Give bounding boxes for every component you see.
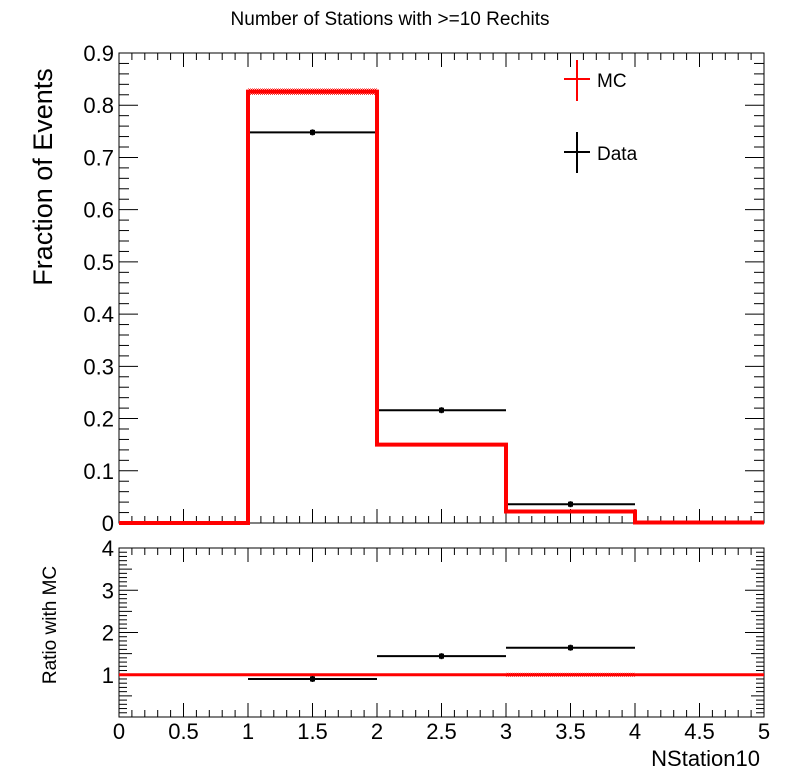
mc-histogram-line xyxy=(119,89,764,525)
x-tick-label: 4 xyxy=(629,719,641,744)
ratio-y-tick-label: 3 xyxy=(102,578,114,603)
top-y-axis-label: Fraction of Events xyxy=(28,68,58,286)
data-points xyxy=(248,129,635,508)
x-tick-label: 0.5 xyxy=(168,719,199,744)
ratio-point xyxy=(377,653,506,660)
ratio-y-tick-labels: 1 2 3 4 xyxy=(102,536,114,688)
top-y-tick-label: 0.5 xyxy=(83,250,114,275)
top-y-tick-label: 0.3 xyxy=(83,354,114,379)
x-tick-label: 5 xyxy=(758,719,770,744)
data-point xyxy=(506,501,635,508)
x-tick-label: 0 xyxy=(113,719,125,744)
top-y-tick-label: 0.1 xyxy=(83,459,114,484)
legend-data-label: Data xyxy=(597,144,638,165)
legend-data-marker xyxy=(564,132,590,173)
top-y-tick-label: 0.2 xyxy=(83,407,114,432)
top-axis-ticks xyxy=(118,52,765,524)
data-point xyxy=(377,407,506,414)
top-y-tick-label: 0.9 xyxy=(83,41,114,66)
chart-title: Number of Stations with >=10 Rechits xyxy=(231,9,550,30)
x-tick-label: 3 xyxy=(500,719,512,744)
ratio-plot-frame xyxy=(118,547,765,718)
x-tick-label: 1 xyxy=(242,719,254,744)
ratio-axis-ticks xyxy=(118,547,765,718)
x-tick-label: 2 xyxy=(371,719,383,744)
ratio-y-tick-label: 4 xyxy=(102,536,114,561)
ratio-point xyxy=(506,644,635,651)
legend-mc-label: MC xyxy=(597,71,627,92)
top-plot-frame xyxy=(118,52,765,524)
x-tick-label: 3.5 xyxy=(555,719,586,744)
x-tick-label: 2.5 xyxy=(426,719,457,744)
x-axis-label: NStation10 xyxy=(651,746,760,771)
top-y-tick-label: 0.8 xyxy=(83,93,114,118)
ratio-y-tick-label: 2 xyxy=(102,621,114,646)
legend: MC Data xyxy=(564,60,638,173)
legend-mc-marker xyxy=(564,60,590,101)
top-y-tick-label: 0.7 xyxy=(83,145,114,170)
top-y-tick-label: 0 xyxy=(102,511,114,536)
x-tick-label: 4.5 xyxy=(684,719,715,744)
top-y-tick-label: 0.4 xyxy=(83,302,114,327)
ratio-points xyxy=(248,644,635,682)
ratio-x-tick-labels: 0 0.5 1 1.5 2 2.5 3 3.5 4 4.5 5 xyxy=(113,719,770,744)
top-y-tick-label: 0.6 xyxy=(83,198,114,223)
ratio-y-tick-label: 1 xyxy=(102,663,114,688)
ratio-point xyxy=(248,675,377,682)
x-tick-label: 1.5 xyxy=(297,719,328,744)
top-y-tick-labels: 0 0.1 0.2 0.3 0.4 0.5 0.6 0.7 0.8 0.9 xyxy=(83,41,114,536)
ratio-y-axis-label: Ratio with MC xyxy=(40,566,61,684)
data-point xyxy=(248,129,377,136)
